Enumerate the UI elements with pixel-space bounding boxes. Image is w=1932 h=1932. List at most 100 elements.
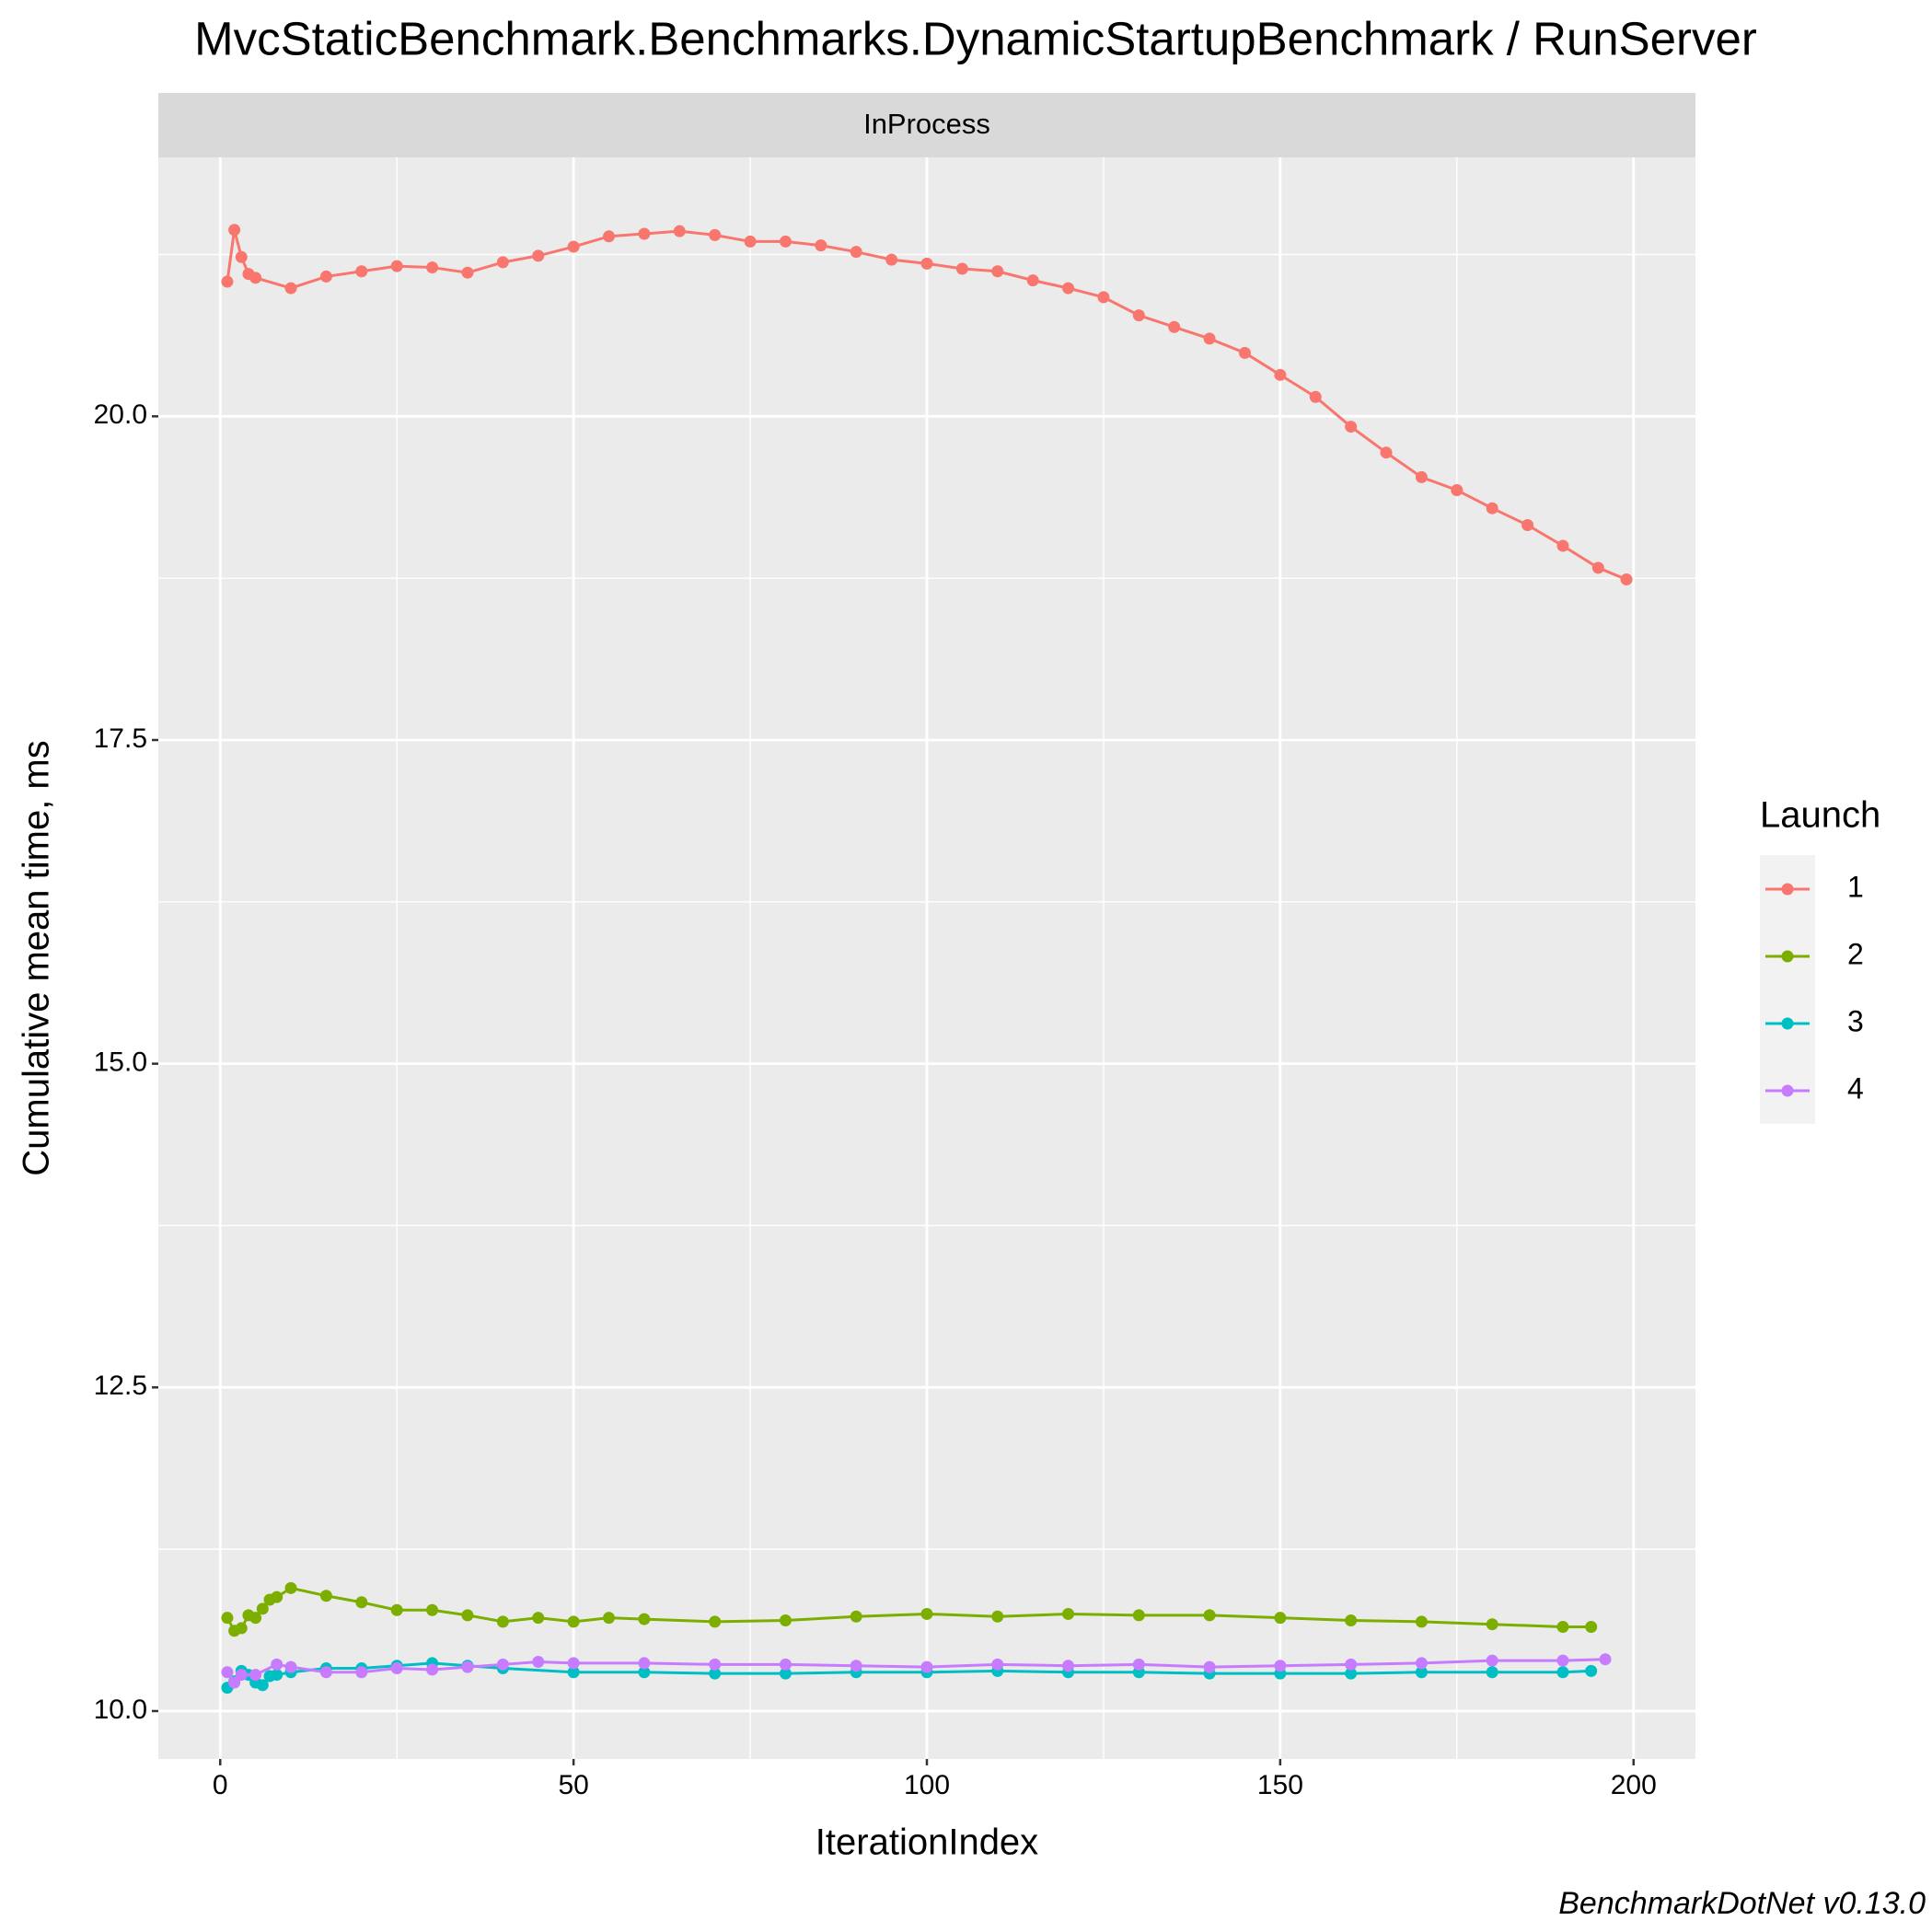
data-point (1238, 346, 1251, 359)
data-point (235, 250, 248, 263)
y-tick-label: 17.5 (94, 723, 147, 754)
legend-label: 2 (1847, 937, 1864, 970)
y-tick-label: 12.5 (94, 1371, 147, 1401)
data-point (567, 240, 580, 253)
legend-label: 4 (1847, 1071, 1864, 1105)
data-point (461, 1609, 474, 1622)
data-point (1620, 573, 1633, 586)
caption: BenchmarkDotNet v0.13.0 (1558, 1886, 1926, 1921)
data-point (1274, 1612, 1287, 1625)
data-point (284, 1581, 297, 1594)
legend-key-point (1781, 883, 1794, 896)
data-point (319, 1590, 332, 1602)
data-point (1203, 1609, 1216, 1622)
x-tick-label: 150 (1257, 1770, 1303, 1800)
data-point (532, 249, 545, 262)
data-point (1132, 1609, 1145, 1622)
y-tick-label: 15.0 (94, 1047, 147, 1078)
y-tick-label: 20.0 (94, 399, 147, 430)
data-point (603, 230, 616, 243)
data-point (228, 1676, 241, 1689)
data-point (532, 1656, 545, 1669)
data-point (920, 1660, 933, 1673)
data-point (638, 1666, 651, 1679)
data-point (284, 282, 297, 295)
data-point (426, 1663, 439, 1676)
data-point (271, 1658, 283, 1671)
legend-label: 1 (1847, 870, 1864, 903)
x-tick-label: 0 (213, 1770, 228, 1800)
data-point (779, 1667, 792, 1680)
data-point (1415, 1615, 1428, 1628)
data-point (1591, 561, 1604, 574)
data-point (1345, 421, 1358, 434)
legend-key-background (1760, 855, 1815, 1124)
x-axis-title: IterationIndex (816, 1822, 1038, 1863)
data-point (1599, 1653, 1612, 1666)
data-point (1132, 1658, 1145, 1671)
data-point (991, 265, 1004, 278)
data-point (1062, 282, 1075, 295)
data-point (779, 1614, 792, 1626)
data-point (249, 272, 262, 284)
data-point (319, 270, 332, 283)
data-point (221, 1612, 234, 1625)
data-point (355, 1596, 368, 1609)
data-point (355, 265, 368, 278)
data-point (1380, 446, 1393, 459)
data-point (235, 1622, 248, 1635)
data-point (567, 1615, 580, 1628)
data-point (744, 235, 757, 248)
data-point (1274, 1660, 1287, 1672)
data-point (1309, 390, 1322, 403)
data-point (256, 1679, 269, 1692)
data-point (1415, 470, 1428, 483)
data-point (390, 1662, 403, 1675)
data-point (638, 1657, 651, 1670)
chart-title: MvcStaticBenchmark.Benchmarks.DynamicSta… (194, 12, 1757, 64)
data-point (603, 1612, 616, 1625)
data-point (638, 1613, 651, 1625)
data-point (1097, 291, 1110, 304)
data-point (1585, 1664, 1598, 1677)
data-point (1203, 332, 1216, 345)
data-point (496, 1658, 509, 1671)
data-point (1345, 1667, 1358, 1680)
y-tick-label: 10.0 (94, 1695, 147, 1725)
data-point (1451, 484, 1463, 497)
data-point (779, 1658, 792, 1671)
data-point (1062, 1607, 1075, 1620)
data-point (426, 261, 439, 274)
data-point (815, 239, 827, 252)
data-point (567, 1657, 580, 1670)
data-point (496, 256, 509, 269)
data-point (256, 1602, 269, 1615)
data-point (850, 1660, 862, 1672)
data-point (532, 1612, 545, 1625)
data-point (1062, 1660, 1075, 1672)
data-point (249, 1669, 262, 1682)
data-point (955, 262, 968, 275)
data-point (920, 1607, 933, 1620)
data-point (1486, 1654, 1498, 1667)
data-point (271, 1591, 283, 1603)
data-point (1486, 1666, 1498, 1679)
x-tick-label: 100 (904, 1770, 950, 1800)
data-point (235, 1669, 248, 1682)
data-point (1345, 1658, 1358, 1671)
data-point (390, 1603, 403, 1616)
data-point (779, 235, 792, 248)
x-tick-label: 50 (558, 1770, 588, 1800)
data-point (249, 1612, 262, 1625)
data-point (885, 253, 898, 266)
data-point (1132, 309, 1145, 322)
data-point (319, 1666, 332, 1679)
data-point (426, 1603, 439, 1616)
data-point (1556, 1654, 1569, 1667)
data-point (271, 1669, 283, 1682)
data-point (1521, 518, 1534, 531)
data-point (638, 227, 651, 240)
data-point (1203, 1660, 1216, 1673)
data-point (991, 1610, 1004, 1623)
